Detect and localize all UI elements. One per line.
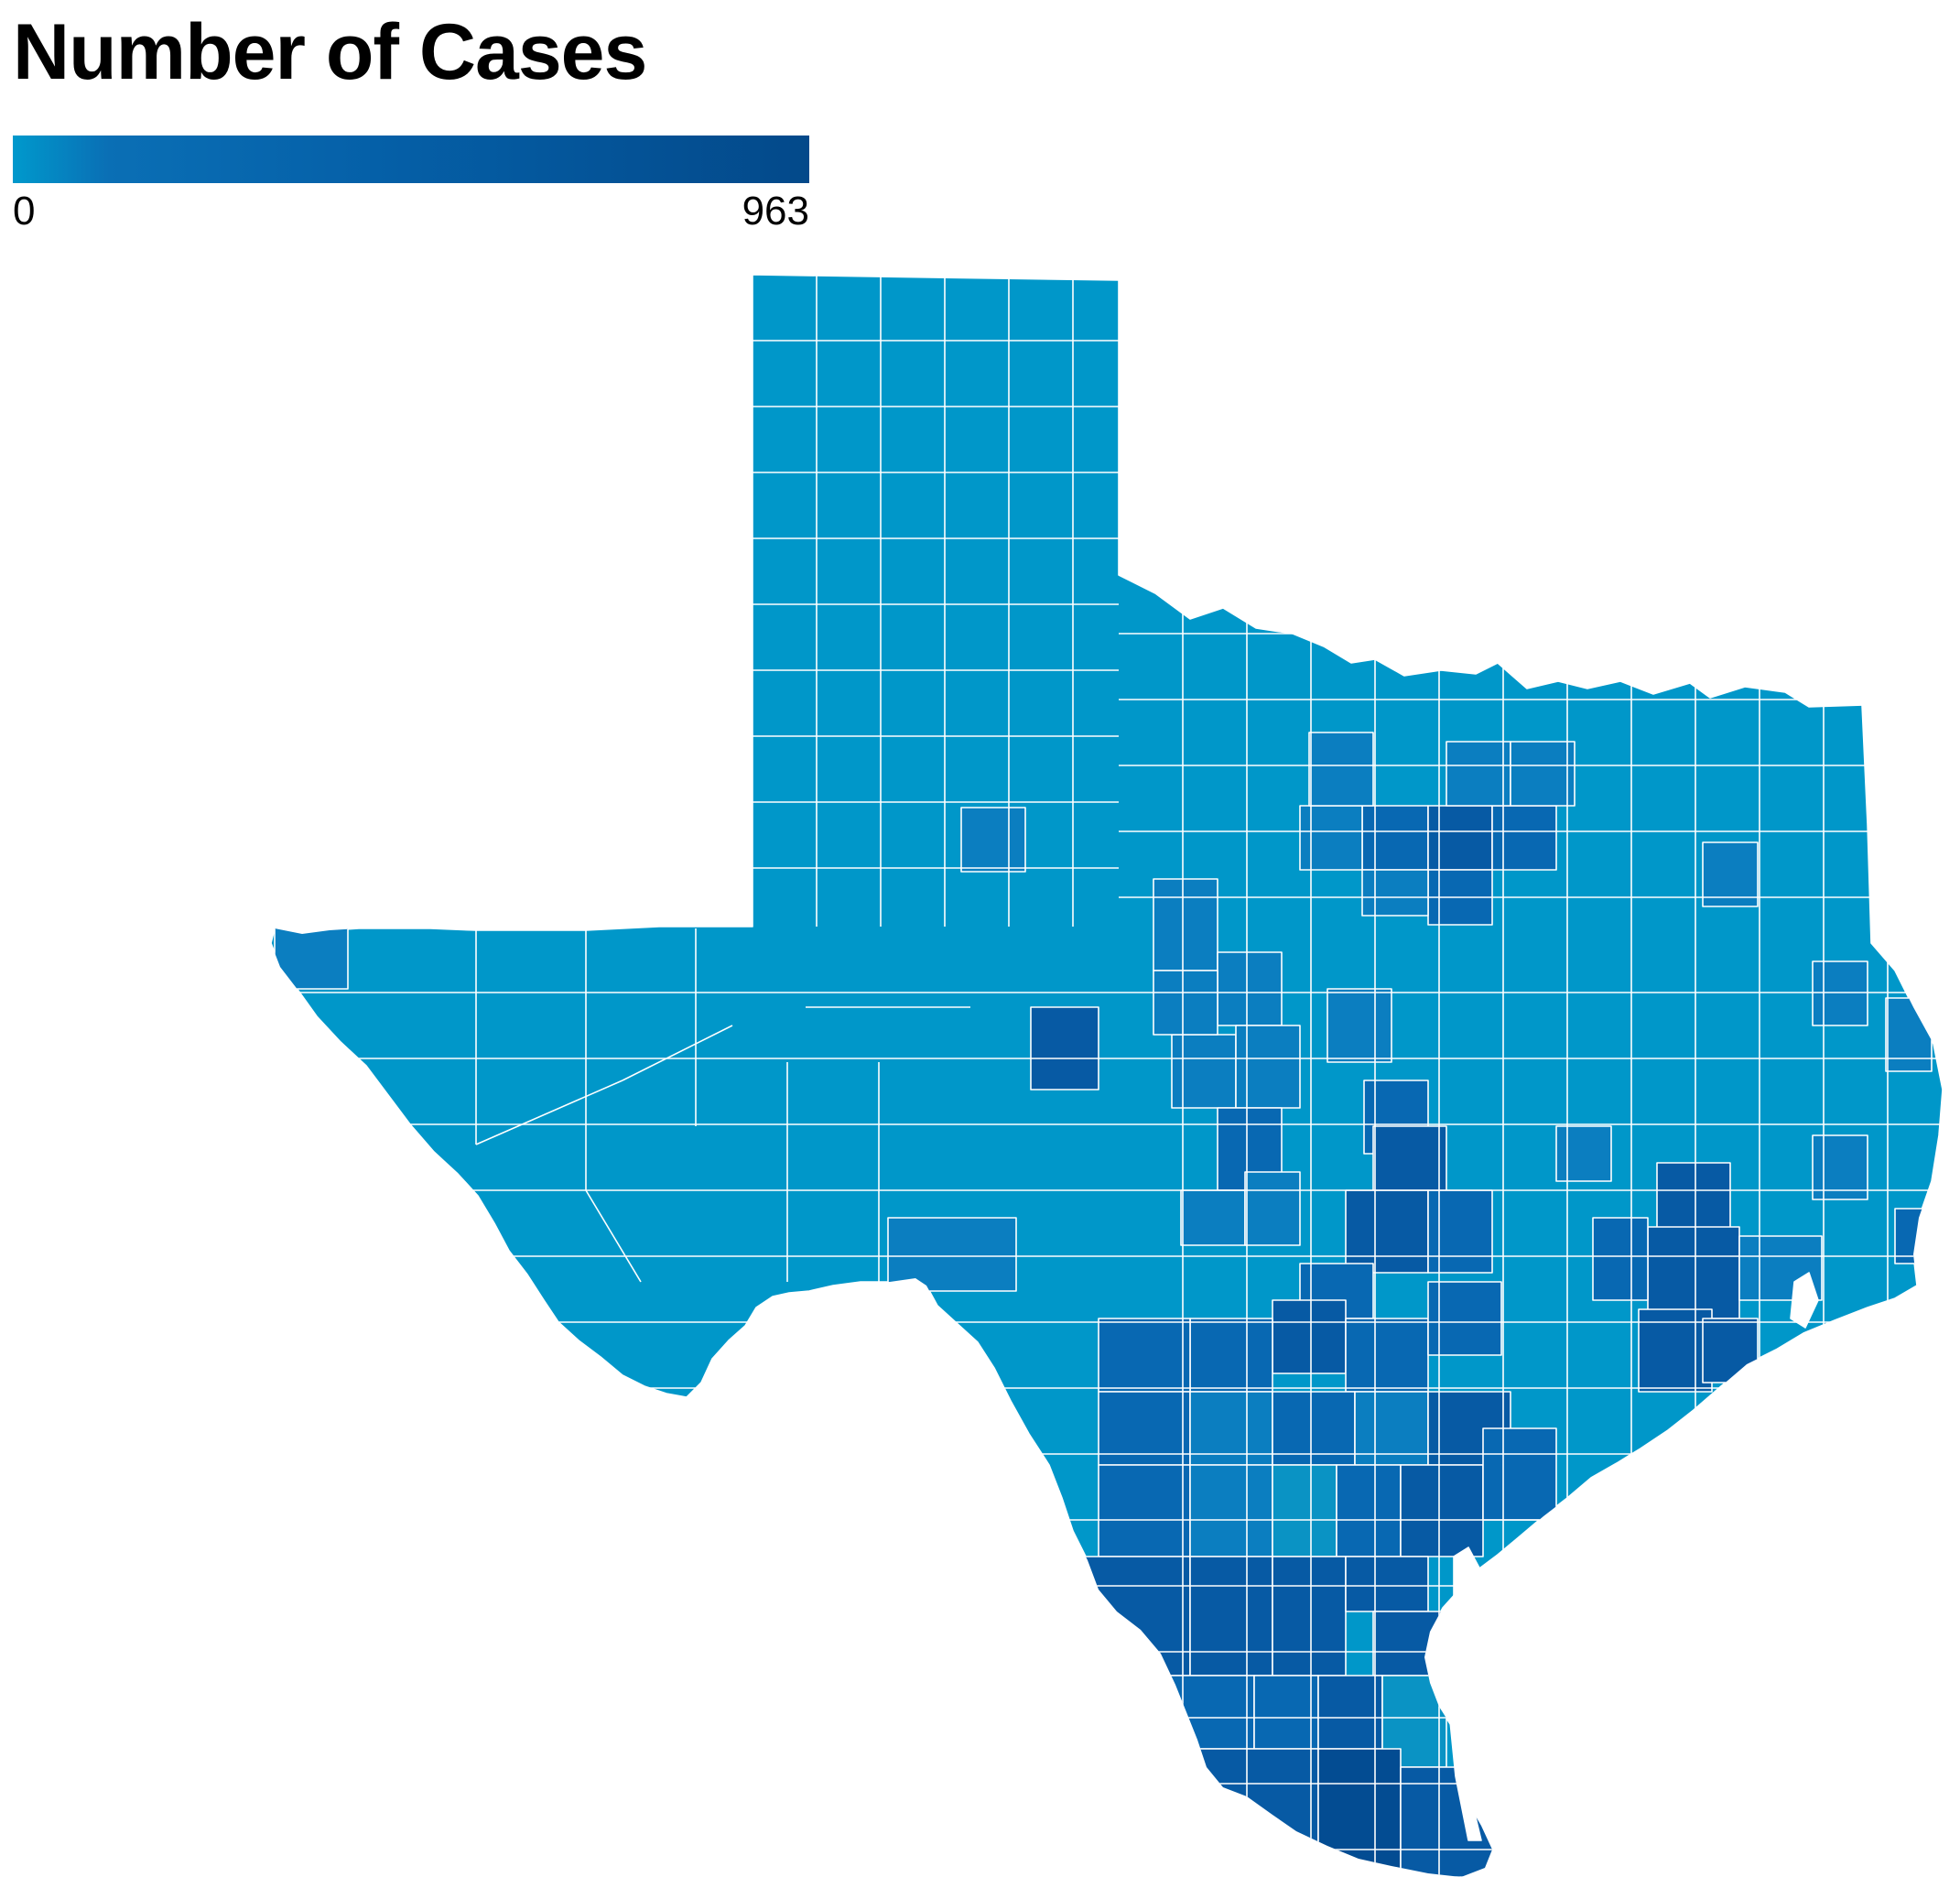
- county-region: [1885, 997, 1933, 1072]
- county-region: [1656, 1162, 1731, 1237]
- county-region: [1189, 1464, 1273, 1557]
- county-region: [1702, 841, 1759, 907]
- legend-min-label: 0: [13, 189, 36, 233]
- county-region: [1592, 1217, 1649, 1301]
- legend-gradient-bar: [13, 136, 809, 183]
- county-region: [1235, 1025, 1301, 1109]
- county-region: [1647, 1226, 1740, 1319]
- county-region: [1180, 1189, 1246, 1246]
- county-region: [1253, 1675, 1319, 1750]
- county-region: [1812, 1134, 1868, 1200]
- county-region: [1345, 1556, 1429, 1612]
- county-region: [1400, 1464, 1484, 1557]
- county-border: [585, 1189, 642, 1283]
- county-region: [1061, 1556, 1191, 1676]
- county-region: [1171, 1034, 1237, 1109]
- county-region: [1217, 951, 1283, 1026]
- county-region: [1153, 878, 1218, 971]
- county-region: [887, 1217, 1017, 1292]
- county-region: [1482, 1427, 1557, 1521]
- county-region: [1894, 1208, 1942, 1264]
- county-region: [1272, 1299, 1347, 1374]
- county-region: [1345, 1189, 1429, 1274]
- county-region: [1189, 1318, 1273, 1393]
- county-region: [1272, 1556, 1347, 1676]
- county-region: [1299, 805, 1363, 871]
- county-region: [1189, 1748, 1319, 1877]
- county-region: [1510, 741, 1576, 807]
- state-base-fill: [270, 274, 1944, 1878]
- coastal-barrier-island: [1447, 1546, 1484, 1841]
- county-region: [1336, 1464, 1402, 1557]
- county-region: [1361, 869, 1429, 917]
- county-layer: [270, 274, 1944, 1878]
- county-region: [1702, 1318, 1759, 1383]
- county-region: [1491, 805, 1557, 871]
- county-region: [1317, 1748, 1402, 1877]
- county-region: [1345, 1318, 1429, 1393]
- county-region: [1427, 1281, 1502, 1356]
- county-region: [1272, 1464, 1337, 1557]
- county-region: [1153, 970, 1218, 1036]
- county-border: [475, 1080, 623, 1145]
- county-region: [1555, 1125, 1612, 1182]
- county-regions: [274, 732, 1942, 1877]
- county-region: [1098, 1318, 1191, 1393]
- county-region: [1638, 1308, 1713, 1393]
- county-region: [1189, 1556, 1273, 1676]
- county-region: [1427, 1189, 1493, 1274]
- county-region: [960, 807, 1026, 873]
- county-region: [1030, 1006, 1099, 1090]
- county-border: [622, 1025, 733, 1081]
- county-region: [1372, 1611, 1447, 1676]
- legend-max-label: 963: [742, 189, 809, 233]
- map-title: Number of Cases: [13, 8, 647, 96]
- county-region: [1308, 732, 1374, 807]
- county-region: [1244, 1171, 1301, 1246]
- county-region: [1427, 805, 1493, 871]
- county-region: [274, 924, 349, 990]
- county-region: [1361, 805, 1429, 871]
- county-region: [1317, 1675, 1383, 1750]
- county-region: [1812, 960, 1868, 1026]
- galveston-bay: [1790, 1272, 1819, 1329]
- county-region: [1327, 988, 1392, 1063]
- county-region: [1446, 741, 1511, 807]
- county-region: [1134, 1675, 1255, 1750]
- county-region: [1098, 1464, 1191, 1557]
